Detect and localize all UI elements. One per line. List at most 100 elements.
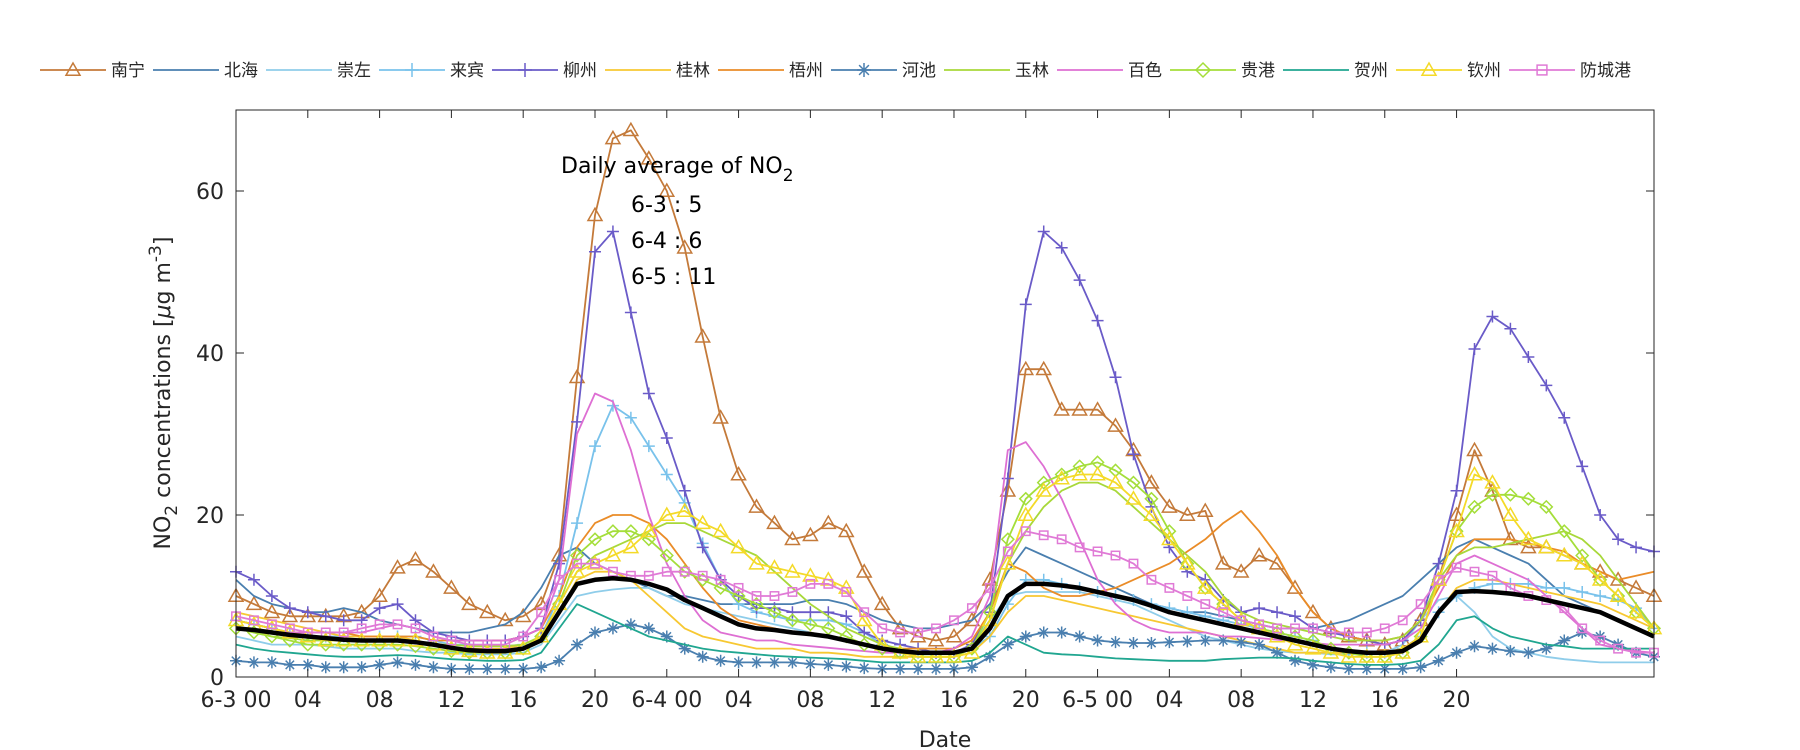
data-point bbox=[1107, 417, 1124, 432]
data-point bbox=[590, 558, 600, 569]
data-point bbox=[265, 590, 278, 602]
data-point bbox=[536, 607, 547, 618]
data-point bbox=[281, 607, 299, 623]
data-point bbox=[1397, 615, 1408, 626]
data-point bbox=[318, 637, 333, 652]
legend-marker bbox=[1194, 61, 1212, 79]
data-point bbox=[1254, 619, 1265, 630]
legend-label: 玉林 bbox=[1015, 61, 1049, 81]
data-point bbox=[750, 656, 763, 669]
data-point bbox=[1109, 636, 1122, 649]
data-point bbox=[1503, 487, 1518, 502]
data-point bbox=[1504, 645, 1517, 658]
data-point bbox=[588, 245, 601, 258]
y-tick-label: 60 bbox=[196, 180, 224, 205]
data-point bbox=[1487, 570, 1498, 581]
data-point bbox=[927, 648, 945, 663]
legend-marker bbox=[1420, 61, 1438, 76]
legend-label: 北海 bbox=[224, 61, 258, 81]
data-point bbox=[1540, 379, 1553, 392]
data-point bbox=[1520, 530, 1537, 546]
data-point bbox=[1304, 640, 1322, 655]
data-point bbox=[569, 548, 585, 563]
data-point bbox=[642, 387, 655, 400]
data-point bbox=[1539, 499, 1554, 514]
data-point bbox=[1017, 360, 1035, 376]
data-point bbox=[425, 563, 442, 578]
data-point bbox=[604, 546, 622, 562]
data-point bbox=[1466, 441, 1483, 457]
legend-item: 梧州 bbox=[718, 61, 823, 81]
legend-marker bbox=[405, 63, 419, 77]
legend-item: 防城港 bbox=[1509, 61, 1631, 81]
data-point bbox=[605, 524, 620, 539]
data-point bbox=[1573, 555, 1591, 570]
data-point bbox=[1161, 498, 1178, 513]
data-point bbox=[1143, 474, 1160, 489]
data-point bbox=[877, 623, 888, 634]
data-point bbox=[767, 605, 782, 620]
data-point bbox=[1304, 603, 1322, 619]
data-point bbox=[337, 661, 350, 674]
data-point bbox=[1144, 491, 1159, 506]
data-point bbox=[895, 627, 906, 638]
data-point bbox=[1594, 509, 1607, 521]
data-point bbox=[913, 627, 924, 638]
data-point bbox=[1125, 490, 1142, 505]
data-point bbox=[1236, 615, 1247, 626]
legend-item: 柳州 bbox=[492, 61, 597, 81]
data-point bbox=[912, 662, 925, 675]
data-point bbox=[1110, 550, 1121, 561]
legend-item: 钦州 bbox=[1396, 61, 1501, 81]
data-point bbox=[1018, 491, 1033, 506]
data-point bbox=[1071, 465, 1088, 481]
data-point bbox=[909, 648, 927, 663]
data-point bbox=[1092, 546, 1103, 557]
data-point bbox=[606, 622, 619, 635]
plot-area: 0 20 40 60 6-3 00 04 08 12 16 20 6-4 00 04 08 12 16 20 6… bbox=[196, 109, 1663, 713]
data-point bbox=[730, 465, 747, 481]
data-point bbox=[391, 598, 404, 611]
data-point bbox=[694, 328, 711, 343]
x-tick-label: 04 bbox=[1155, 688, 1183, 713]
data-point bbox=[338, 627, 349, 638]
data-point bbox=[659, 548, 674, 563]
legend-item: 北海 bbox=[153, 61, 258, 81]
data-point bbox=[1196, 502, 1214, 517]
data-point bbox=[859, 607, 870, 618]
data-point bbox=[1609, 587, 1627, 602]
data-point bbox=[373, 602, 386, 615]
legend-item: 崇左 bbox=[266, 61, 371, 81]
data-point bbox=[1182, 591, 1193, 601]
data-point bbox=[1627, 579, 1645, 594]
data-point bbox=[643, 570, 654, 581]
data-point bbox=[445, 662, 458, 675]
legend-label: 柳州 bbox=[563, 61, 597, 81]
data-point bbox=[1289, 610, 1302, 623]
data-point bbox=[624, 618, 637, 631]
series-layer bbox=[227, 121, 1663, 675]
data-point bbox=[1591, 571, 1609, 586]
data-point bbox=[731, 588, 746, 604]
data-point bbox=[748, 498, 765, 513]
data-point bbox=[784, 530, 801, 546]
data-point bbox=[713, 580, 728, 595]
data-point bbox=[963, 611, 981, 627]
data-point bbox=[499, 662, 512, 675]
legend-item: 百色 bbox=[1057, 61, 1162, 81]
data-point bbox=[1054, 467, 1069, 482]
data-point bbox=[1631, 647, 1642, 658]
data-point bbox=[624, 411, 637, 424]
data-point bbox=[1595, 635, 1606, 646]
x-tick-label: 6-5 00 bbox=[1062, 688, 1133, 713]
data-point bbox=[1199, 634, 1212, 647]
data-point bbox=[640, 522, 658, 538]
data-point bbox=[1072, 459, 1087, 474]
data-point bbox=[804, 606, 817, 619]
data-point bbox=[1038, 530, 1049, 541]
data-point bbox=[840, 610, 853, 623]
data-point bbox=[1055, 241, 1068, 254]
data-point bbox=[1538, 538, 1555, 554]
data-point bbox=[1089, 401, 1106, 416]
data-point bbox=[245, 595, 263, 611]
